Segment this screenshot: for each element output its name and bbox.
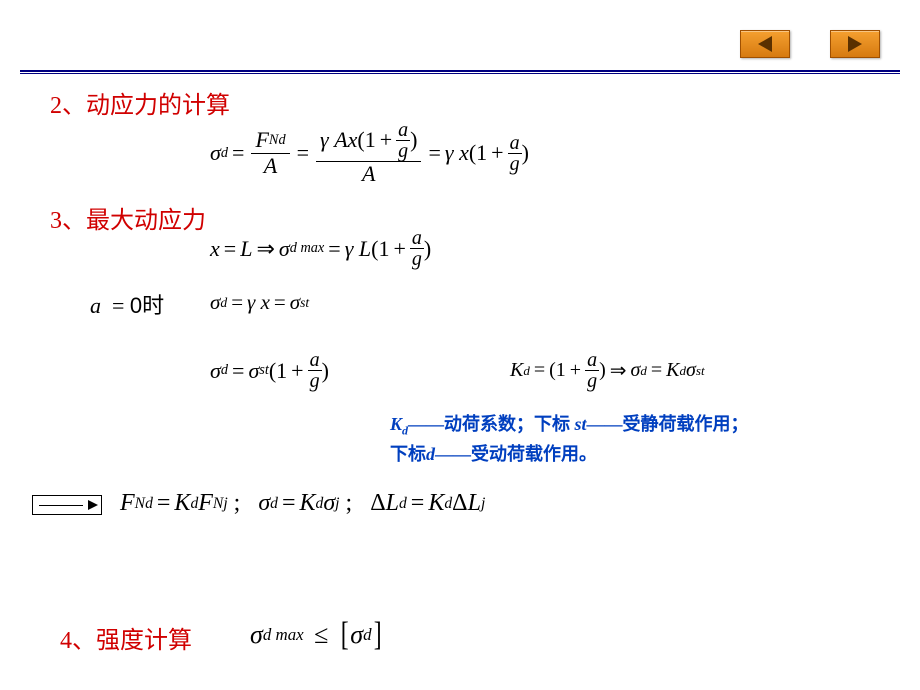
triangle-left-icon (758, 36, 772, 52)
equation-sigma-dmax: x=L ⇒ σd max = γ L(1+ ag ) (210, 228, 431, 269)
note-kd-meaning: Kd——动荷系数；下标 st——受静荷载作用； (390, 410, 749, 439)
heading-2: 2、动应力的计算 (50, 85, 230, 120)
condition-a-zero: a = 0时 (90, 288, 164, 320)
equation-kd-definition: Kd = (1+ ag ) ⇒ σd = Kd σst (510, 350, 705, 391)
implies-arrow-box (32, 495, 102, 515)
nav-prev-button[interactable] (740, 30, 790, 58)
note-d-meaning: 下标d——受动荷载作用。 (390, 440, 597, 466)
arrow-right-icon (88, 500, 98, 510)
var-a: a (90, 293, 101, 318)
heading-3: 3、最大动应力 (50, 200, 206, 235)
equation-sigma-d-kd: σd = σst (1+ ag ) (210, 350, 329, 391)
equation-strength-check: σd max ≤ [σd] (250, 620, 383, 650)
triangle-right-icon (848, 36, 862, 52)
equation-fnl-relations: FNd = Kd FNj ; σd = Kd σj ; ΔLd = Kd ΔLj (120, 490, 485, 517)
equation-sigma-d-derivation: σd = FNd A = γ Ax(1+ ag ) A = γ x(1+ ag … (210, 120, 529, 186)
nav-next-button[interactable] (830, 30, 880, 58)
heading-4: 4、强度计算 (60, 620, 192, 655)
equation-sigma-d-static: σd = γ x = σst (210, 290, 309, 315)
horizontal-rule (20, 70, 900, 74)
